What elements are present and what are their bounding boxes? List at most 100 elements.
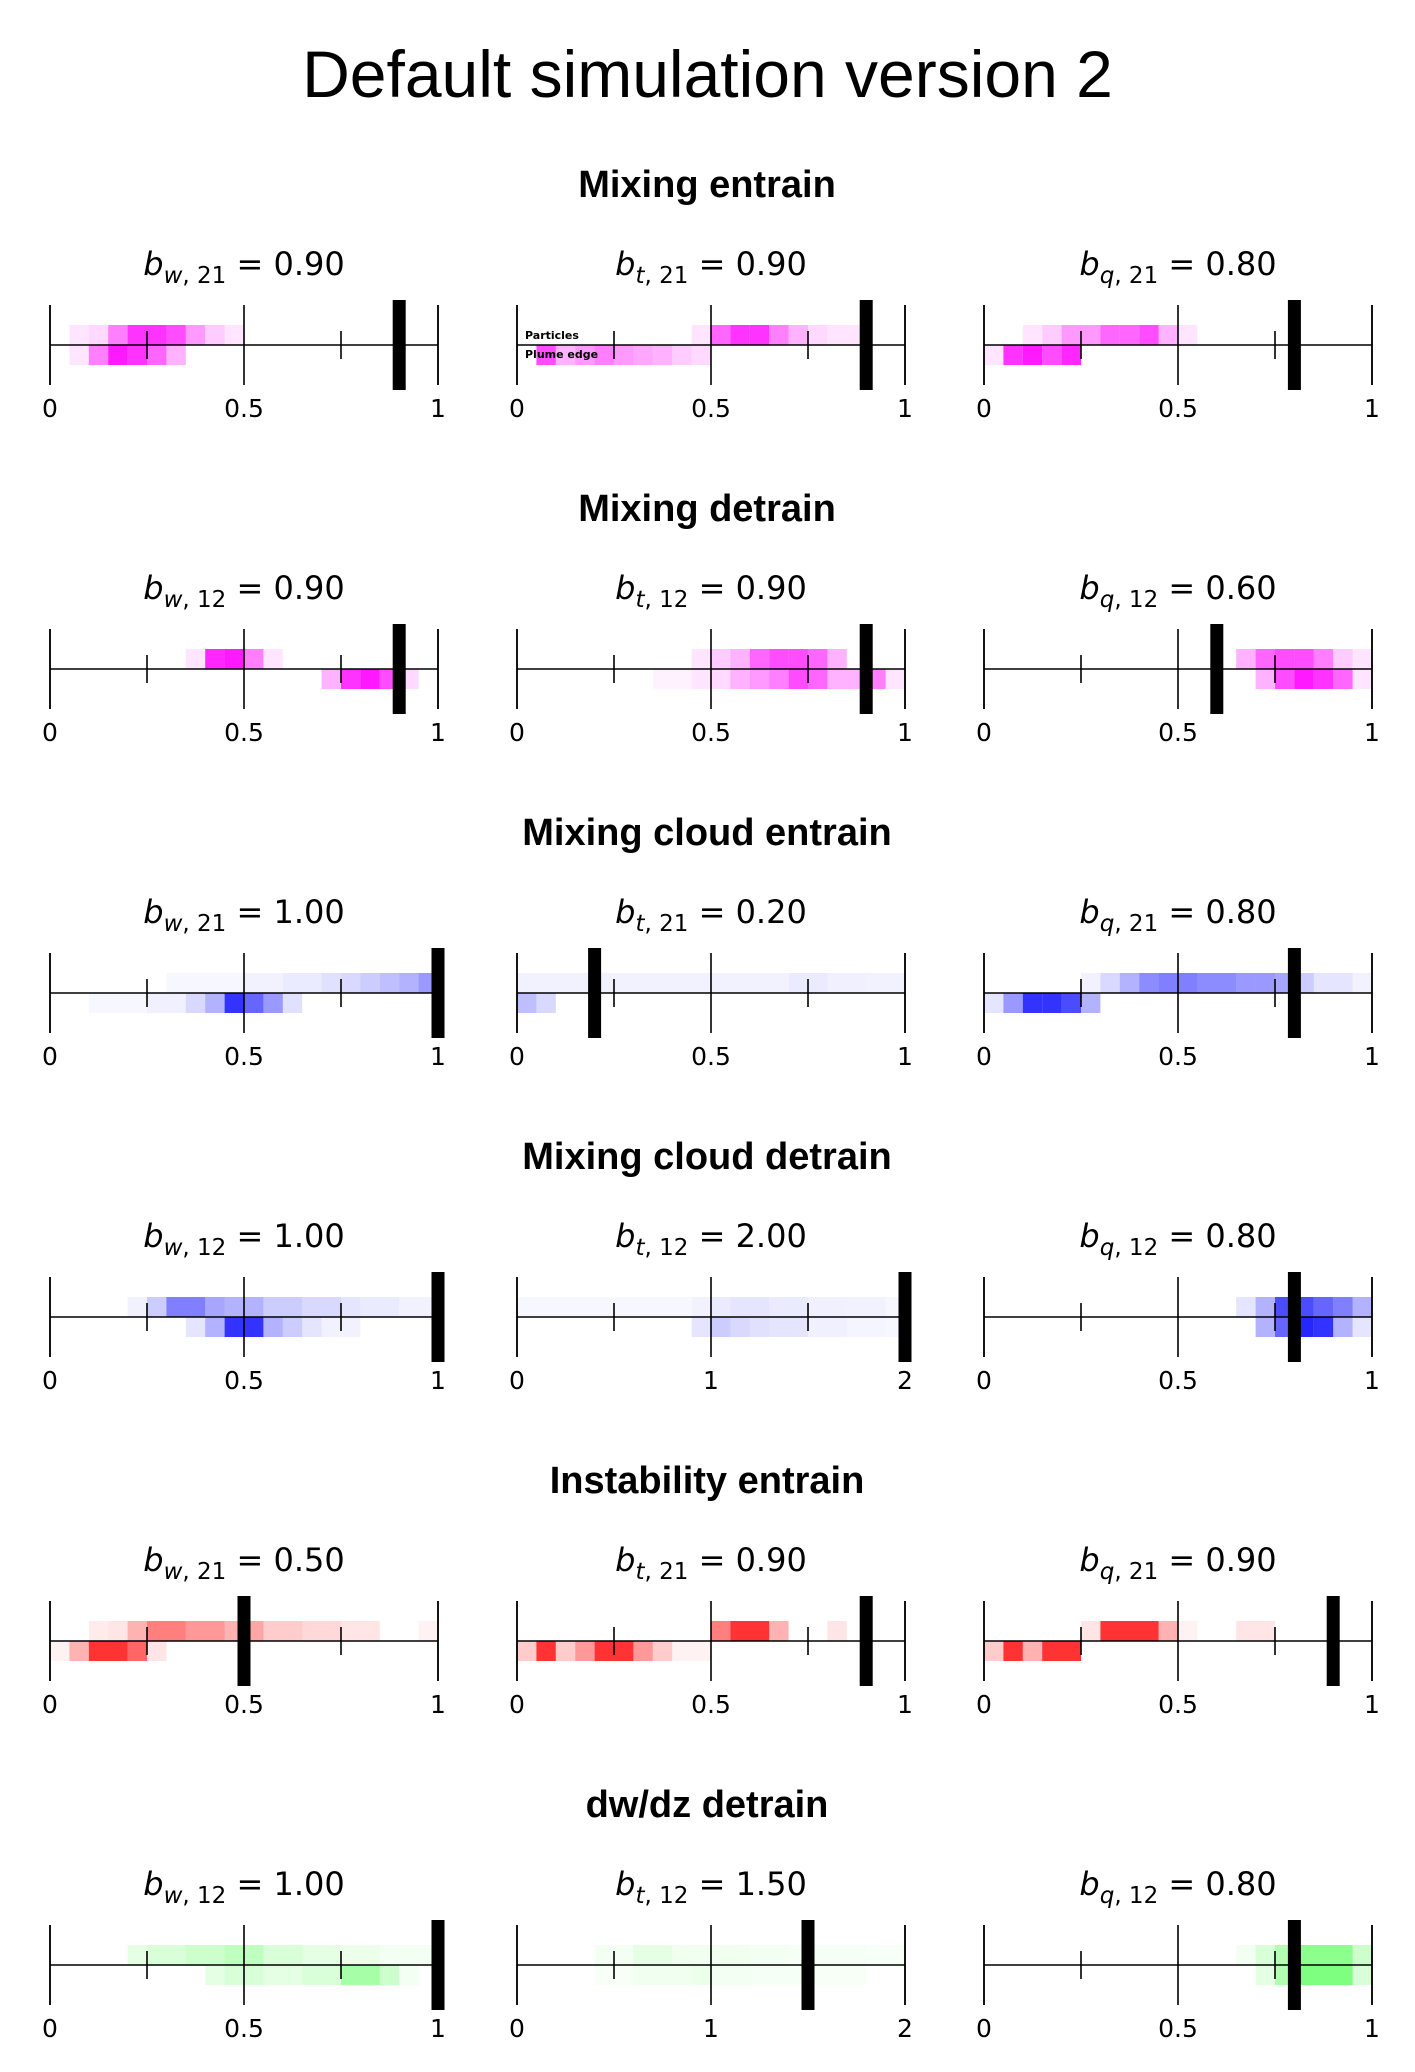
plume-edge-bar <box>431 948 445 1038</box>
plume-edge-bar <box>392 300 406 390</box>
heatmap-cell <box>866 1945 905 1965</box>
heatmap-cell <box>1003 993 1023 1013</box>
panel-title-symbol: b <box>615 569 635 607</box>
heatmap-cell <box>827 669 847 689</box>
heatmap-cell <box>730 1621 770 1641</box>
panel-title: bt, 12 = 1.50 <box>615 1865 807 1909</box>
heatmap-cell <box>1255 1945 1275 1965</box>
heatmap-cell <box>652 1641 673 1661</box>
heatmap-cell <box>1255 1297 1275 1317</box>
plume-edge-bar <box>1287 1920 1301 2010</box>
tick-label: 0 <box>976 1690 992 1719</box>
heatmap-cell <box>205 325 225 345</box>
heatmap-cell <box>302 1621 341 1641</box>
heatmap-cell <box>1081 1621 1101 1641</box>
heatmap-cell <box>1255 649 1275 669</box>
plume-edge-bar <box>898 1272 912 1362</box>
heatmap-cell <box>633 1945 673 1965</box>
heatmap-cell <box>147 1945 186 1965</box>
tick-label: 0 <box>509 1690 525 1719</box>
heatmap-cell <box>555 345 576 365</box>
panel-title: bt, 21 = 0.90 <box>615 245 807 289</box>
heatmap-cell <box>341 1945 380 1965</box>
heatmap-cell <box>341 669 361 689</box>
panel-title-subscript: t, 21 <box>635 911 688 937</box>
panel-t-12: 0 1 2 bt, 12 = 1.50 <box>509 1865 913 2043</box>
panel-w-21: 0 0.5 1 bw, 21 = 0.50 <box>42 1541 446 1719</box>
tick-label: 0 <box>42 718 58 747</box>
heatmap-cell <box>633 1965 692 1985</box>
heatmap-cell <box>711 649 731 669</box>
heatmap-cell <box>808 649 828 669</box>
heatmap-cell <box>1236 649 1256 669</box>
tick-label: 1 <box>430 1366 446 1395</box>
row-title: Instability entrain <box>550 1460 865 1502</box>
heatmap-cell <box>1352 973 1372 993</box>
heatmap-cell <box>379 1965 400 1985</box>
heatmap-cell <box>1255 973 1275 993</box>
heatmap-cell <box>108 345 128 365</box>
heatmap-cell <box>166 1297 206 1317</box>
tick-label: 0 <box>509 1042 525 1071</box>
heatmap-cell <box>1352 1317 1372 1337</box>
heatmap-cell <box>1294 649 1314 669</box>
tick-label: 0 <box>509 394 525 423</box>
heatmap-cell <box>127 1945 147 1965</box>
tick-label: 1 <box>1364 1042 1380 1071</box>
heatmap-cell <box>302 1317 322 1337</box>
heatmap-cell <box>147 993 186 1013</box>
tick-label: 0 <box>509 718 525 747</box>
panel-title-value: = 0.80 <box>1158 245 1276 283</box>
panel-title-symbol: b <box>1079 1217 1099 1255</box>
heatmap-cell <box>1119 325 1140 345</box>
heatmap-cell <box>224 993 244 1013</box>
panel-title-value: = 0.90 <box>688 1541 806 1579</box>
heatmap-cell <box>827 649 847 669</box>
panel-w-21: 0 0.5 1 bw, 21 = 1.00 <box>42 893 446 1071</box>
tick-label: 0.5 <box>1158 2014 1198 2043</box>
tick-label: 0.5 <box>224 1042 264 1071</box>
heatmap-cell <box>341 973 361 993</box>
tick-label: 1 <box>1364 2014 1380 2043</box>
panel-title: bt, 12 = 0.90 <box>615 569 807 613</box>
heatmap-cell <box>749 649 770 669</box>
figure-title: Default simulation version 2 <box>302 37 1113 111</box>
heatmap-cell <box>263 1621 303 1641</box>
heatmap-cell <box>749 1965 808 1985</box>
heatmap-cell <box>1022 1641 1043 1661</box>
heatmap-cell <box>1313 649 1334 669</box>
plume-edge-bar <box>859 1596 873 1686</box>
heatmap-cell <box>108 1621 128 1641</box>
panel-title: bw, 21 = 0.50 <box>143 1541 344 1585</box>
panel-title-symbol: b <box>1079 1541 1099 1579</box>
heatmap-cell <box>1294 1945 1353 1965</box>
heatmap-cell <box>1178 325 1198 345</box>
heatmap-cell <box>984 993 1004 1013</box>
heatmap-cell <box>127 1297 147 1317</box>
panel-title-subscript: w, 12 <box>164 587 227 613</box>
panel-title: bw, 12 = 1.00 <box>143 1865 344 1909</box>
plume-edge-bar <box>1210 624 1224 714</box>
heatmap-cell <box>788 325 808 345</box>
heatmap-cell <box>399 973 419 993</box>
tick-label: 0 <box>976 394 992 423</box>
heatmap-cell <box>341 1965 380 1985</box>
heatmap-cell <box>1333 649 1353 669</box>
heatmap-cell <box>1313 1317 1334 1337</box>
heatmap-cell <box>1022 345 1043 365</box>
panel-title-subscript: w, 21 <box>164 911 227 937</box>
plume-edge-bar <box>392 624 406 714</box>
panel-title: bq, 12 = 0.60 <box>1079 569 1276 613</box>
tick-label: 1 <box>897 718 913 747</box>
panel-q-21: 0 0.5 1 bq, 21 = 0.80 <box>976 893 1380 1071</box>
heatmap-cell <box>244 973 283 993</box>
panel-title-subscript: q, 21 <box>1100 911 1159 937</box>
heatmap-cell <box>69 325 89 345</box>
panel-title-value: = 2.00 <box>688 1217 806 1255</box>
heatmap-cell <box>224 325 244 345</box>
panel-title-value: = 0.80 <box>1158 1217 1276 1255</box>
heatmap-cell <box>536 345 556 365</box>
heatmap-cell <box>1081 993 1101 1013</box>
